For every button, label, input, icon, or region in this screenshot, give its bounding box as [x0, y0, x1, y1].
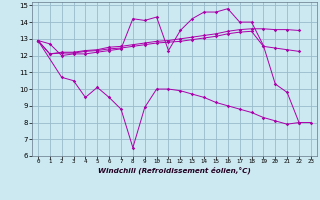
X-axis label: Windchill (Refroidissement éolien,°C): Windchill (Refroidissement éolien,°C) [98, 167, 251, 174]
